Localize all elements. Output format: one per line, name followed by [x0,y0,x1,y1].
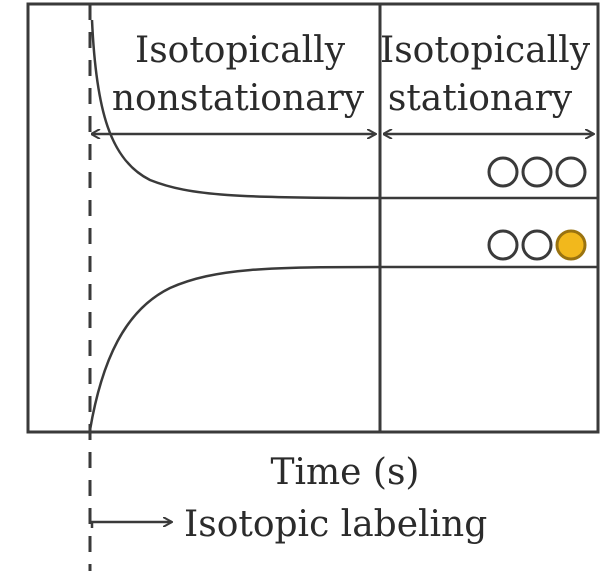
carbon-atom-unlabeled-2 [521,156,553,188]
carbon-atom-unlabeled-3 [555,156,587,188]
carbon-atom-unlabeled-b [521,229,553,261]
unlabeled-decay-curve [90,19,598,200]
nonstationary-subtitle: nonstationary [112,78,365,119]
stationary-title: Isotopically [380,30,591,71]
stationary-subtitle: stationary [388,78,573,119]
carbon-atom-labeled [555,229,587,261]
carbon-atom-unlabeled-1 [487,156,519,188]
labeled-isotopomer [487,229,587,261]
labeling-arrow [90,522,172,528]
nonstationary-title: Isotopically [135,30,346,71]
labeling-label: Isotopic labeling [184,504,487,545]
labeled-rise-curve [88,265,598,431]
unlabeled-isotopomer [487,156,587,188]
carbon-atom-unlabeled-a [487,229,519,261]
x-axis-label: Time (s) [271,452,420,493]
plot-frame [26,2,600,434]
